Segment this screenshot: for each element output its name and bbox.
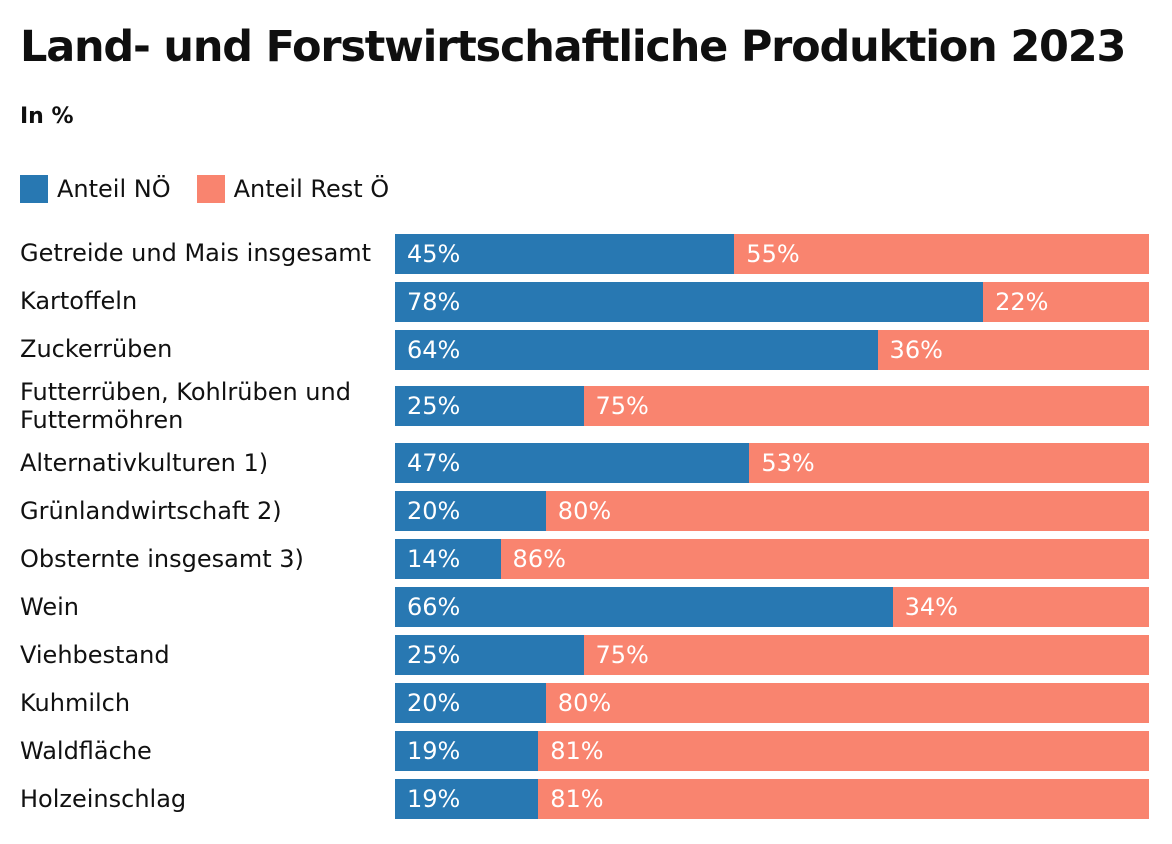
bar-segment-anteil-noe: 20% — [395, 683, 546, 724]
bar-value-label: 80% — [557, 689, 612, 718]
category-label: Kuhmilch — [20, 688, 131, 717]
page-title: Land- und Forstwirtschaftliche Produktio… — [20, 22, 1126, 72]
category-label: Wein — [20, 592, 79, 621]
chart-row: Kartoffeln 78% 22% — [20, 281, 1149, 322]
bar-segment-anteil-noe: 19% — [395, 731, 539, 772]
bar-segment-anteil-rest-oe: 81% — [538, 731, 1149, 772]
bar-segment-anteil-rest-oe: 80% — [545, 491, 1149, 532]
bar-segment-anteil-rest-oe: 34% — [892, 587, 1149, 628]
bar-value-label: 20% — [407, 689, 461, 718]
category-label: Futterrüben, Kohlrüben und Futtermöhren — [20, 377, 351, 435]
bar-segment-anteil-rest-oe: 75% — [583, 386, 1149, 427]
stacked-bar: 47% 53% — [395, 443, 1149, 484]
stacked-bar: 66% 34% — [395, 587, 1149, 628]
bar-value-label: 20% — [407, 497, 461, 526]
category-label: Waldfläche — [20, 736, 152, 765]
stacked-bar: 78% 22% — [395, 281, 1149, 322]
bar-value-label: 53% — [761, 449, 815, 478]
category-label: Zuckerrüben — [20, 335, 173, 364]
bar-segment-anteil-rest-oe: 86% — [500, 539, 1149, 580]
bar-value-label: 80% — [557, 497, 612, 526]
stacked-bar: 20% 80% — [395, 683, 1149, 724]
bar-segment-anteil-noe: 20% — [395, 491, 546, 532]
legend-label: Anteil Rest Ö — [233, 174, 390, 203]
bar-value-label: 19% — [407, 785, 461, 814]
bar-segment-anteil-noe: 64% — [395, 329, 878, 370]
category-label: Kartoffeln — [20, 287, 138, 316]
category-label: Obsternte insgesamt 3) — [20, 544, 304, 573]
chart-row: Futterrüben, Kohlrüben und Futtermöhren 2… — [20, 378, 1149, 436]
chart-row: Obsternte insgesamt 3) 14% 86% — [20, 539, 1149, 580]
bar-value-label: 86% — [512, 545, 566, 574]
bar-value-label: 55% — [746, 239, 800, 268]
bar-value-label: 75% — [595, 392, 649, 421]
bar-value-label: 78% — [407, 287, 461, 316]
stacked-bar: 20% 80% — [395, 491, 1149, 532]
category-label: Getreide und Mais insgesamt — [20, 239, 372, 268]
bar-segment-anteil-noe: 25% — [395, 635, 584, 676]
bar-value-label: 66% — [407, 593, 461, 622]
bar-value-label: 36% — [889, 335, 943, 364]
stacked-bar: 64% 36% — [395, 329, 1149, 370]
bar-segment-anteil-rest-oe: 53% — [749, 443, 1149, 484]
chart-row: Viehbestand 25% 75% — [20, 635, 1149, 676]
chart-row: Zuckerrüben 64% 36% — [20, 329, 1149, 370]
legend-swatch-salmon-icon — [196, 174, 225, 203]
stacked-bar: 19% 81% — [395, 731, 1149, 772]
category-label: Grünlandwirtschaft 2) — [20, 496, 282, 525]
category-label: Alternativkulturen 1) — [20, 448, 269, 477]
chart-rows: Getreide und Mais insgesamt 45% 55% Kartoff… — [20, 233, 1149, 820]
bar-segment-anteil-noe: 19% — [395, 779, 539, 820]
chart-row: Grünlandwirtschaft 2) 20% 80% — [20, 491, 1149, 532]
bar-value-label: 34% — [904, 593, 958, 622]
chart-legend: Anteil NÖ Anteil Rest Ö — [20, 174, 1149, 203]
legend-swatch-blue-icon — [20, 174, 48, 203]
stacked-bar: 25% 75% — [395, 635, 1149, 676]
bar-value-label: 22% — [995, 287, 1049, 316]
stacked-bar: 14% 86% — [395, 539, 1149, 580]
bar-segment-anteil-rest-oe: 36% — [877, 329, 1149, 370]
chart-row: Alternativkulturen 1) 47% 53% — [20, 443, 1149, 484]
legend-label: Anteil NÖ — [57, 174, 171, 203]
bar-value-label: 19% — [407, 737, 461, 766]
chart-row: Holzeinschlag 19% 81% — [20, 779, 1149, 820]
legend-item-anteil-rest-oe: Anteil Rest Ö — [196, 174, 390, 203]
bar-value-label: 45% — [407, 239, 461, 268]
bar-segment-anteil-rest-oe: 55% — [734, 233, 1149, 274]
bar-value-label: 64% — [407, 335, 461, 364]
bar-value-label: 81% — [550, 785, 604, 814]
bar-value-label: 81% — [550, 737, 604, 766]
legend-item-anteil-noe: Anteil NÖ — [20, 174, 171, 203]
bar-segment-anteil-noe: 14% — [395, 539, 501, 580]
bar-segment-anteil-noe: 66% — [395, 587, 893, 628]
chart-subtitle: In % — [20, 103, 74, 129]
bar-value-label: 14% — [407, 545, 461, 574]
chart-row: Kuhmilch 20% 80% — [20, 683, 1149, 724]
bar-segment-anteil-rest-oe: 80% — [545, 683, 1149, 724]
chart-row: Waldfläche 19% 81% — [20, 731, 1149, 772]
bar-segment-anteil-rest-oe: 22% — [983, 281, 1149, 322]
chart-row: Wein 66% 34% — [20, 587, 1149, 628]
bar-value-label: 25% — [407, 641, 461, 670]
bar-segment-anteil-noe: 45% — [395, 233, 735, 274]
bar-segment-anteil-rest-oe: 75% — [583, 635, 1149, 676]
bar-value-label: 25% — [407, 392, 461, 421]
bar-value-label: 47% — [407, 449, 461, 478]
bar-segment-anteil-noe: 25% — [395, 386, 584, 427]
bar-value-label: 75% — [595, 641, 649, 670]
stacked-bar: 19% 81% — [395, 779, 1149, 820]
stacked-bar: 25% 75% — [395, 386, 1149, 427]
bar-segment-anteil-noe: 47% — [395, 443, 750, 484]
stacked-bar: 45% 55% — [395, 233, 1149, 274]
bar-segment-anteil-noe: 78% — [395, 281, 984, 322]
category-label: Holzeinschlag — [20, 784, 187, 813]
bar-segment-anteil-rest-oe: 81% — [538, 779, 1149, 820]
chart-row: Getreide und Mais insgesamt 45% 55% — [20, 233, 1149, 274]
category-label: Viehbestand — [20, 640, 170, 669]
